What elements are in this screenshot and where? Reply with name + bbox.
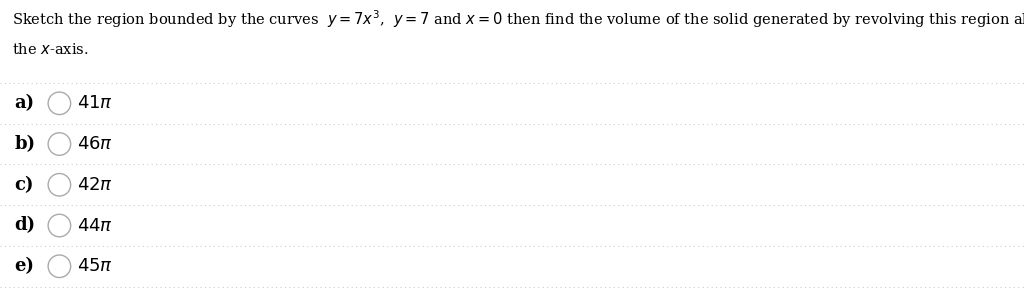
Text: $44\pi$: $44\pi$: [77, 217, 113, 235]
Text: b): b): [14, 135, 36, 153]
Text: $46\pi$: $46\pi$: [77, 135, 113, 153]
Text: e): e): [14, 257, 35, 275]
Text: d): d): [14, 217, 36, 235]
Text: Sketch the region bounded by the curves  $y = 7x^3$,  $y = 7$ and $x = 0$ then f: Sketch the region bounded by the curves …: [12, 9, 1024, 31]
Text: c): c): [14, 176, 34, 194]
Text: $45\pi$: $45\pi$: [77, 257, 113, 275]
Text: a): a): [14, 94, 35, 112]
Text: $42\pi$: $42\pi$: [77, 176, 113, 194]
Text: $41\pi$: $41\pi$: [77, 94, 113, 112]
Text: the $x$-axis.: the $x$-axis.: [12, 42, 89, 57]
